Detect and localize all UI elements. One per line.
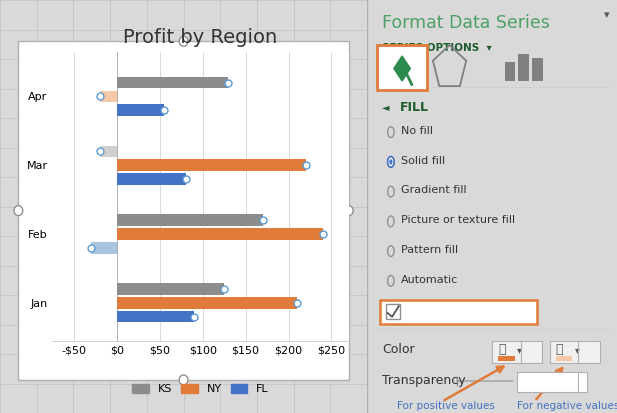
Bar — [117, 311, 194, 323]
Text: Transparency: Transparency — [382, 374, 466, 387]
Text: No fill: No fill — [401, 126, 433, 136]
Circle shape — [389, 159, 392, 165]
Text: Format Data Series: Format Data Series — [382, 14, 550, 33]
Legend: KS, NY, FL: KS, NY, FL — [128, 380, 273, 399]
Bar — [117, 104, 164, 116]
Bar — [117, 77, 228, 88]
Text: Picture or texture fill: Picture or texture fill — [401, 215, 515, 225]
Bar — [100, 90, 117, 102]
Text: For positive values: For positive values — [397, 401, 495, 411]
Bar — [117, 159, 305, 171]
FancyBboxPatch shape — [377, 45, 427, 90]
Bar — [532, 58, 542, 81]
Circle shape — [344, 206, 353, 216]
Bar — [505, 62, 515, 81]
Circle shape — [179, 375, 188, 385]
Text: ▾: ▾ — [575, 345, 580, 355]
Bar — [517, 372, 587, 392]
Text: Automatic: Automatic — [401, 275, 458, 285]
Bar — [117, 283, 224, 295]
Text: For negative values: For negative values — [517, 401, 617, 411]
Bar — [19, 41, 349, 380]
Bar — [386, 304, 400, 319]
Text: Gradient fill: Gradient fill — [401, 185, 466, 195]
Text: ▼: ▼ — [581, 383, 586, 389]
Text: Invert if negative: Invert if negative — [406, 307, 502, 317]
Circle shape — [14, 206, 23, 216]
Text: ▲: ▲ — [581, 374, 586, 380]
Bar — [499, 356, 515, 361]
Text: 0%: 0% — [529, 375, 548, 388]
Bar — [492, 341, 542, 363]
Bar — [518, 54, 529, 81]
Text: ⬧: ⬧ — [499, 343, 506, 356]
Circle shape — [387, 157, 394, 167]
FancyBboxPatch shape — [379, 300, 537, 324]
Bar — [117, 173, 186, 185]
Text: FILL: FILL — [400, 101, 429, 114]
Polygon shape — [394, 56, 410, 81]
Bar — [556, 356, 572, 361]
Bar — [117, 214, 263, 226]
Bar — [117, 297, 297, 309]
Text: ◄: ◄ — [382, 102, 389, 112]
Text: ⌃: ⌃ — [387, 89, 395, 99]
Text: SERIES OPTIONS  ▾: SERIES OPTIONS ▾ — [382, 43, 492, 53]
Text: ▾: ▾ — [517, 345, 522, 355]
Circle shape — [179, 36, 188, 46]
Text: ⬧: ⬧ — [556, 343, 563, 356]
Text: Pattern fill: Pattern fill — [401, 245, 458, 255]
Title: Profit by Region: Profit by Region — [123, 28, 278, 47]
Text: ▾: ▾ — [604, 10, 610, 20]
Bar — [100, 145, 117, 157]
Bar — [550, 341, 600, 363]
Text: Solid fill: Solid fill — [401, 156, 445, 166]
Text: Color: Color — [382, 343, 415, 356]
Bar — [117, 228, 323, 240]
Bar — [91, 242, 117, 254]
